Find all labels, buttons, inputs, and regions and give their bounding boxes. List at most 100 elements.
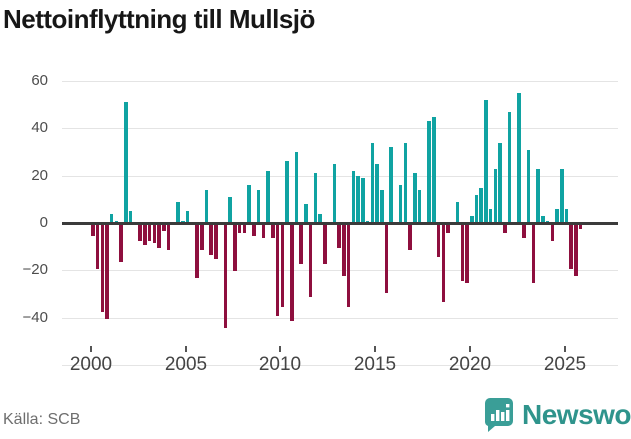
newsworthy-badge-icon <box>484 397 514 433</box>
bar-2005q4 <box>200 224 204 250</box>
bar-2014q4 <box>370 143 375 223</box>
bar-2005q1 <box>185 211 190 223</box>
source-note: Källa: SCB <box>3 411 81 428</box>
bar-2010q1 <box>280 224 285 307</box>
bar-2023q4 <box>541 216 545 223</box>
y-axis-label: −20 <box>22 261 48 278</box>
x-axis-tick-2025 <box>564 346 566 352</box>
bar-2005q3 <box>195 224 199 278</box>
chart-title: Nettoinflyttning till Mullsjö <box>3 4 315 34</box>
bar-2006q2 <box>209 224 213 255</box>
bar-2018q1 <box>432 117 436 223</box>
bar-2020q2 <box>474 195 479 223</box>
bar-2009q3 <box>271 224 275 238</box>
x-axis-label-2000: 2000 <box>69 354 113 375</box>
gridline-y-60 <box>62 365 618 366</box>
bar-2010q4 <box>294 152 299 223</box>
bar-2012q2 <box>323 224 327 264</box>
bar-2019q3 <box>460 224 465 281</box>
bar-2016q2 <box>398 185 403 223</box>
bar-2001q1 <box>109 214 114 223</box>
bar-2014q2 <box>361 178 365 223</box>
bar-2001q3 <box>119 224 123 262</box>
bar-2022q1 <box>507 112 512 223</box>
bar-2015q4 <box>389 147 393 223</box>
gridline-y40 <box>62 128 618 129</box>
bar-2025q2 <box>569 224 573 269</box>
bar-2011q3 <box>308 224 313 297</box>
bar-2008q1 <box>242 224 247 233</box>
bar-2025q3 <box>574 224 578 276</box>
bar-2015q2 <box>380 190 384 223</box>
bar-2009q1 <box>261 224 266 238</box>
x-axis-tick-2000 <box>90 346 92 352</box>
y-axis-label: 0 <box>39 214 48 231</box>
gridline-y20 <box>62 176 618 177</box>
bar-2018q3 <box>441 224 446 302</box>
x-axis-label-2005: 2005 <box>164 354 208 375</box>
zero-axis-line <box>62 222 618 225</box>
bar-2015q3 <box>384 224 389 293</box>
x-axis-label-2020: 2020 <box>448 354 492 375</box>
bar-2013q1 <box>337 224 341 248</box>
y-axis-label: −40 <box>22 309 48 326</box>
bar-2011q4 <box>313 173 318 223</box>
bar-2003q1 <box>147 224 152 241</box>
bar-2017q4 <box>427 121 431 223</box>
bar-2024q2 <box>550 224 555 241</box>
bar-2007q4 <box>237 224 242 233</box>
bar-2007q3 <box>233 224 237 271</box>
bar-2022q3 <box>517 93 521 223</box>
x-axis-tick-2005 <box>185 346 187 352</box>
bar-2016q4 <box>408 224 412 250</box>
bar-2013q3 <box>346 224 351 307</box>
bar-2001q4 <box>124 102 128 223</box>
bar-2013q2 <box>342 224 346 276</box>
bar-2018q2 <box>436 224 441 257</box>
bar-2000q4 <box>105 224 109 319</box>
y-axis-label: 60 <box>31 72 48 89</box>
bar-2023q1 <box>526 150 531 223</box>
bar-2020q4 <box>484 100 488 223</box>
gridline-y60 <box>62 81 618 82</box>
gridline-y-20 <box>62 270 618 271</box>
x-axis-label-2025: 2025 <box>543 354 587 375</box>
bar-2012q1 <box>318 214 322 223</box>
bar-2023q3 <box>536 169 540 223</box>
bar-2003q2 <box>152 224 157 243</box>
bar-2002q4 <box>143 224 147 245</box>
bar-2008q2 <box>247 185 251 223</box>
bar-2017q2 <box>417 190 422 223</box>
bar-2008q3 <box>252 224 256 236</box>
bar-2013q4 <box>351 171 356 223</box>
bar-2007q1 <box>223 224 228 328</box>
bar-2002q3 <box>138 224 142 241</box>
bar-2024q3 <box>555 209 559 223</box>
bar-2016q3 <box>403 143 408 223</box>
bar-2018q4 <box>446 224 450 233</box>
x-axis-tick-2010 <box>279 346 281 352</box>
bar-2021q2 <box>493 169 498 223</box>
bar-2010q2 <box>285 161 289 223</box>
bar-2021q3 <box>498 143 502 223</box>
bar-2003q3 <box>157 224 161 248</box>
x-axis-tick-2015 <box>374 346 376 352</box>
bar-2010q3 <box>290 224 294 321</box>
bar-2011q1 <box>299 224 303 264</box>
bar-2000q3 <box>100 224 105 312</box>
bar-2006q1 <box>204 190 209 223</box>
x-axis-label-2015: 2015 <box>353 354 397 375</box>
bar-2019q2 <box>455 202 460 223</box>
bar-2002q1 <box>128 211 133 223</box>
bar-2021q1 <box>488 209 493 223</box>
bar-2017q1 <box>413 173 417 223</box>
bar-2007q2 <box>228 197 232 223</box>
bar-2009q4 <box>275 224 280 316</box>
bar-2020q3 <box>479 188 483 223</box>
bar-2012q4 <box>332 164 337 223</box>
bar-2025q1 <box>564 209 569 223</box>
bar-2008q4 <box>256 190 261 223</box>
bar-2025q4 <box>578 224 583 229</box>
x-axis-label-2010: 2010 <box>258 354 302 375</box>
